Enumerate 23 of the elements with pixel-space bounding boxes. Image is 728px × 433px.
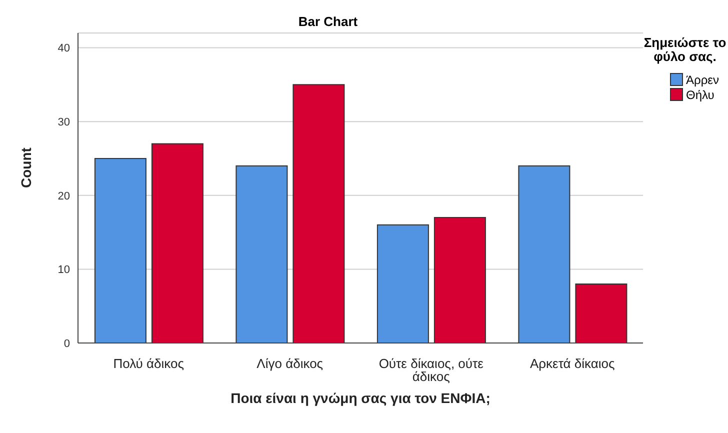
y-tick-label: 30 [58, 116, 70, 128]
legend-title: Σημειώστε το φύλο σας. [642, 35, 728, 64]
x-axis-title: Ποια είναι η γνώμη σας για τον ΕΝΦΙΑ; [230, 390, 490, 406]
legend-label: Άρρεν [686, 72, 720, 86]
bar [376, 224, 429, 343]
chart-title: Bar Chart [297, 14, 359, 29]
bar [292, 84, 345, 343]
y-tick-label: 20 [58, 190, 70, 202]
x-tick-label: Λίγο άδικος [256, 356, 324, 372]
y-tick-label: 10 [58, 264, 70, 276]
bar [236, 165, 288, 343]
bar [434, 217, 486, 343]
bar [518, 165, 570, 343]
legend-label: Θήλυ [686, 88, 714, 102]
x-tick-label: Πολύ άδικος [113, 356, 184, 372]
bar [575, 283, 628, 343]
x-tick-label: Αρκετά δίκαιος [530, 356, 615, 372]
y-tick-label: 40 [58, 42, 70, 55]
bar [151, 143, 204, 343]
y-tick-label: 0 [64, 338, 70, 350]
y-axis-title: Count [18, 147, 34, 188]
x-tick-label: Ούτε δίκαιος, ούτε άδικος [378, 356, 484, 384]
bar [94, 158, 146, 343]
